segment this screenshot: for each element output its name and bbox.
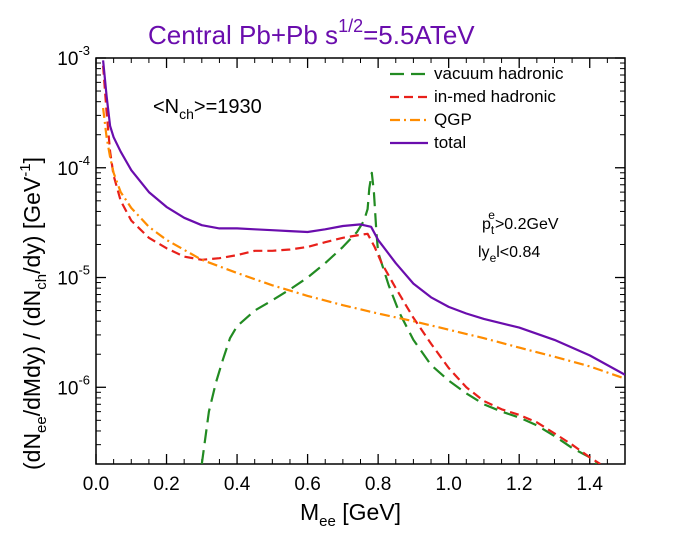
x-tick-label: 1.0 (435, 474, 461, 495)
y-axis-label-a-sub: ee (33, 416, 50, 433)
y-tick-base: 10 (57, 49, 78, 70)
legend-label: total (434, 133, 466, 152)
x-axis-label: Mee [GeV] (300, 499, 401, 530)
x-tick-label: 0.6 (294, 474, 320, 495)
y-tick-label: 10-5 (57, 263, 90, 290)
x-tick-label: 0.8 (365, 474, 391, 495)
legend-label: vacuum hadronic (434, 64, 564, 83)
y-tick-label: 10-6 (57, 372, 90, 399)
y-tick-exponent: -5 (78, 263, 90, 278)
x-axis-label-sub: ee (319, 513, 336, 530)
pt-cut-sup: e (488, 208, 495, 222)
ye-cut-tail: l<0.84 (496, 244, 540, 261)
y-tick-label: 10-3 (57, 43, 90, 70)
x-tick-label: 1.2 (506, 474, 532, 495)
y-tick-labels: 10-310-410-510-6 (57, 43, 90, 399)
series-line-in-med-hadronic (102, 65, 601, 464)
series-layer (102, 60, 625, 464)
y-axis-label-b: /dMdy) / (dN (19, 290, 45, 417)
y-axis-label-c-sup: -1 (17, 163, 34, 176)
axis-ticks (95, 57, 625, 465)
y-tick-base: 10 (57, 378, 78, 399)
chart-title-main: Central Pb+Pb s (148, 20, 338, 50)
chart-title-sup: 1/2 (338, 16, 363, 36)
chart-title: Central Pb+Pb s1/2=5.5ATeV (148, 16, 475, 50)
ye-cut-sub: e (490, 251, 497, 265)
x-tick-labels: 0.0 0.2 0.4 0.6 0.8 1.0 1.2 1.4 (83, 474, 604, 495)
nch-annotation-open: <N (153, 96, 179, 118)
legend-label: QGP (434, 110, 472, 129)
series-line-vacuum-hadronic (200, 171, 598, 464)
pt-cut-annotation: pte>0.2GeV (482, 208, 559, 237)
y-axis-label-b-sub: ch (33, 274, 50, 290)
chart-title-tail: =5.5ATeV (363, 20, 475, 50)
series-line-total (102, 60, 625, 376)
legend: vacuum hadronic in-med hadronic QGP total (390, 64, 564, 152)
plot-frame (95, 57, 626, 465)
y-tick-exponent: -4 (78, 153, 90, 168)
pt-cut-sub: t (491, 223, 495, 237)
y-axis-label-c: /dy) [GeV (19, 176, 45, 274)
x-tick-label: 0.2 (153, 474, 179, 495)
x-tick-label: 0.4 (224, 474, 251, 495)
y-tick-base: 10 (57, 159, 78, 180)
y-tick-exponent: -3 (78, 43, 90, 58)
x-axis-label-tail: [GeV] (336, 499, 401, 525)
y-tick-base: 10 (57, 269, 78, 290)
ye-cut-main: ly (478, 244, 490, 261)
y-tick-exponent: -6 (78, 372, 90, 387)
x-axis-label-main: M (300, 499, 319, 525)
nch-annotation: <Nch>=1930 (153, 96, 262, 122)
y-axis-label: (dNee/dMdy) / (dNch/dy) [GeV-1] (17, 157, 50, 470)
ye-cut-annotation: lyel<0.84 (478, 244, 540, 265)
pt-cut-main: p (482, 216, 491, 233)
nch-annotation-close: >=1930 (194, 96, 262, 118)
x-tick-label: 0.0 (83, 474, 109, 495)
plot-area (95, 57, 626, 465)
y-axis-label-d: ] (19, 157, 45, 163)
series-line-qgp (102, 107, 625, 380)
y-tick-label: 10-4 (57, 153, 90, 180)
nch-annotation-sub: ch (179, 106, 194, 122)
legend-label: in-med hadronic (434, 87, 556, 106)
x-tick-label: 1.4 (577, 474, 604, 495)
y-axis-label-a: (dN (19, 433, 45, 470)
pt-cut-tail: >0.2GeV (495, 216, 559, 233)
